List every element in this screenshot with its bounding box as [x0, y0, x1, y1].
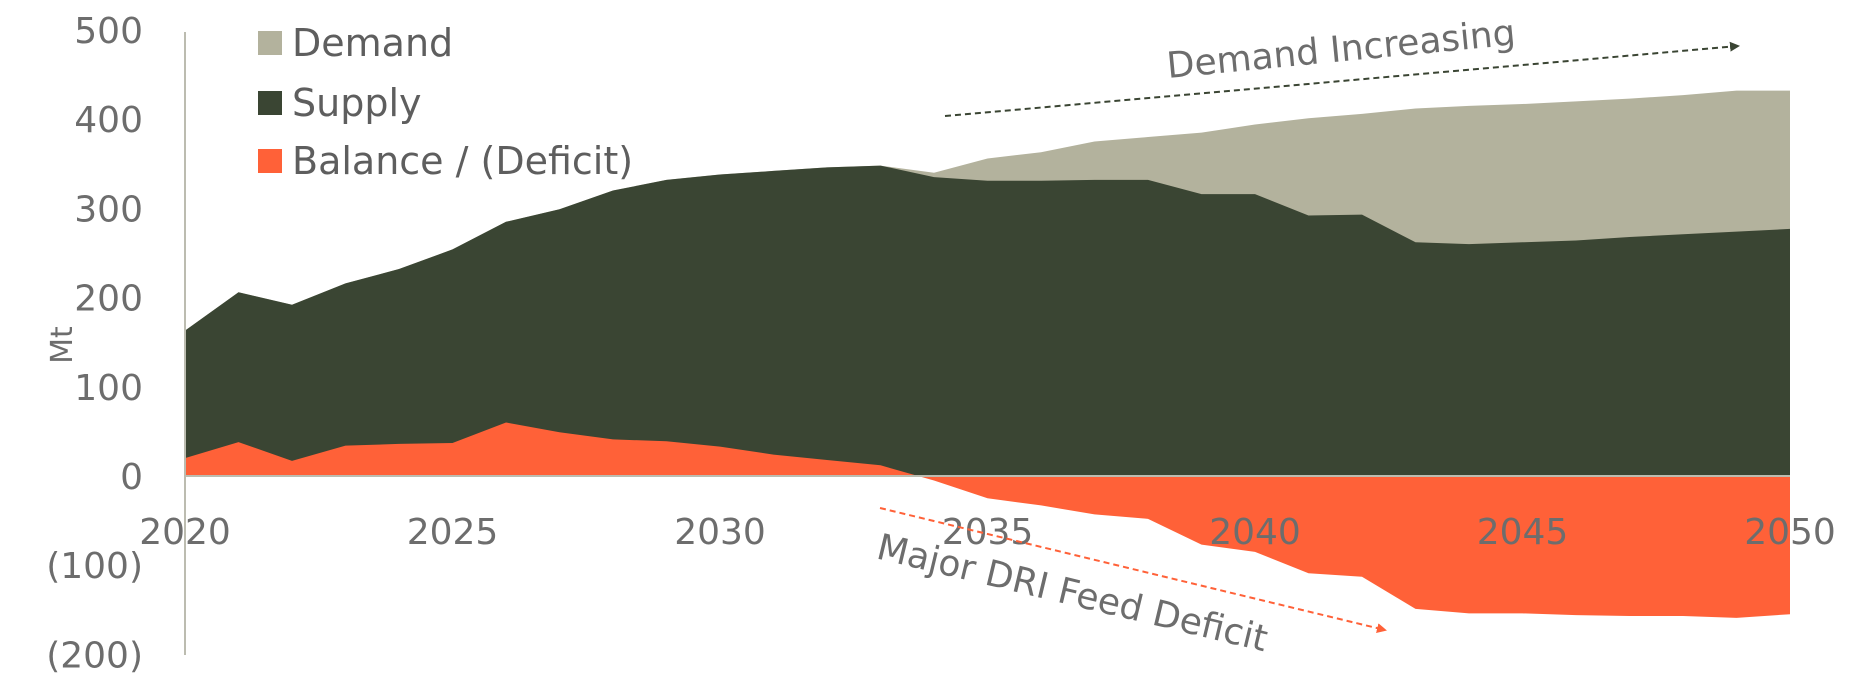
x-tick-label: 2040: [1209, 512, 1301, 553]
y-tick-label: 0: [120, 457, 143, 498]
legend-swatch-supply: [258, 91, 282, 115]
x-tick-label: 2035: [942, 512, 1034, 553]
legend-item-demand: Demand: [258, 21, 453, 65]
plot-areas: [185, 90, 1790, 618]
y-axis-label: Mt: [45, 326, 80, 364]
y-tick-label: 400: [74, 100, 143, 141]
y-tick-label: (200): [46, 635, 143, 674]
x-tick-label: 2025: [407, 512, 499, 553]
y-tick-label: 500: [74, 11, 143, 52]
tick-labels: 500 400 300 200 100 0 (100) (200) 2020 2025 2030 20…: [46, 11, 1836, 674]
y-tick-label: 100: [74, 368, 143, 409]
legend-swatch-demand: [258, 31, 282, 55]
x-tick-label: 2020: [139, 512, 231, 553]
legend-item-balance: Balance / (Deficit): [258, 139, 633, 183]
demand-increasing-arrow: [944, 41, 1740, 117]
x-tick-label: 2045: [1477, 512, 1569, 553]
area-balance-deficit: [185, 422, 1790, 618]
dri-deficit-arrow: [879, 507, 1387, 633]
x-tick-label: 2030: [674, 512, 766, 553]
y-tick-label: 200: [74, 279, 143, 320]
legend-swatch-balance: [258, 149, 282, 173]
legend-label-balance: Balance / (Deficit): [292, 139, 633, 183]
legend-item-supply: Supply: [258, 81, 422, 125]
legend: Demand Supply Balance / (Deficit): [258, 21, 633, 183]
chart-axes: [184, 32, 1790, 655]
area-supply: [185, 165, 1790, 477]
y-tick-label: (100): [46, 546, 143, 587]
y-tick-label: 300: [74, 189, 143, 230]
legend-label-demand: Demand: [292, 21, 453, 65]
demand-increasing-label: Demand Increasing: [1165, 13, 1517, 87]
legend-label-supply: Supply: [292, 81, 422, 125]
x-tick-label: 2050: [1744, 512, 1836, 553]
